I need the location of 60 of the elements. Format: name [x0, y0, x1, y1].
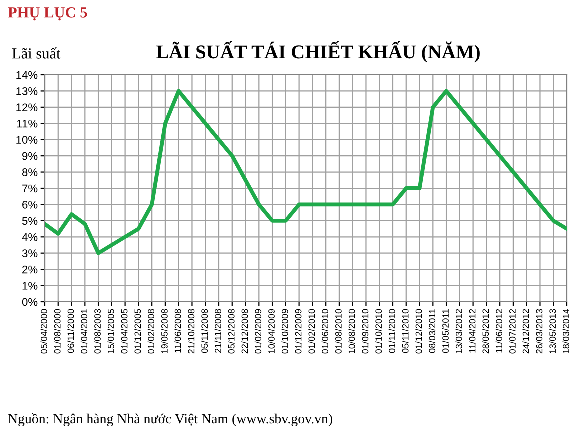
x-tick-label: 01/02/2010 — [308, 309, 316, 354]
x-tick-label: 01/10/2010 — [375, 309, 382, 354]
x-tick-label: 01/04/2001 — [80, 309, 88, 354]
x-tick-label: 01/09/2010 — [362, 309, 369, 354]
x-tick-label: 01/06/2010 — [322, 309, 328, 354]
x-tick-label: 01/08/2003 — [94, 309, 101, 354]
x-tick-label: 05/11/2008 — [201, 309, 208, 354]
x-tick-label: 24/12/2012 — [522, 309, 530, 354]
text: PHỤ LỤC 5 — [8, 8, 88, 21]
x-tick-label: 22/12/2008 — [242, 309, 248, 354]
x-tick-label: 10/08/2010 — [348, 309, 356, 354]
y-tick-label: 10% — [16, 136, 38, 144]
x-tick-label: 01/02/2009 — [254, 309, 262, 354]
y-tick-label: 14% — [16, 71, 38, 80]
y-tick-label: 9% — [22, 152, 38, 160]
x-tick-label: 01/10/2009 — [282, 309, 288, 354]
x-tick-label: 18/03/2014 — [562, 309, 570, 354]
y-tick-label: 3% — [22, 250, 38, 258]
x-tick-label: 01/07/2012 — [509, 309, 516, 354]
x-tick-label: 26/03/2013 — [536, 309, 543, 354]
y-tick-label: 13% — [16, 87, 38, 96]
x-tick-label: 08/03/2011 — [428, 309, 436, 354]
y-tick-label: 4% — [22, 233, 38, 242]
x-tick-label: 01/02/2008 — [148, 309, 154, 354]
y-tick-label: 2% — [22, 266, 38, 274]
x-tick-label: 01/04/2005 — [121, 309, 128, 354]
y-tick-label: 12% — [16, 104, 38, 112]
x-tick-label: 10/04/2009 — [268, 309, 275, 354]
y-axis-title: Lãi suất — [12, 48, 61, 59]
x-tick-label: 01/08/2010 — [335, 309, 342, 354]
x-tick-label: 13/05/2013 — [549, 309, 556, 354]
y-tick-label: 11% — [17, 120, 38, 128]
y-tick-label: 1% — [22, 282, 38, 290]
x-tick-label: 28/05/2012 — [482, 309, 490, 354]
x-tick-label: 13/03/2012 — [456, 309, 462, 354]
x-tick-label: 05/12/2008 — [228, 309, 235, 354]
x-tick-label: 11/04/2012 — [469, 309, 476, 353]
line-series — [45, 89, 567, 256]
x-tick-label: 11/06/2012 — [496, 309, 502, 353]
x-tick-label: 01/08/2000 — [54, 309, 61, 354]
x-tick-label: 05/11/2010 — [402, 309, 409, 354]
y-tick-label: 0% — [22, 298, 38, 306]
text: Nguồn: Ngân hàng Nhà nước Việt Nam (www.sbv.gov.vn) — [8, 413, 332, 427]
x-tick-label: 01/12/2009 — [295, 309, 302, 354]
x-tick-label: 05/04/2000 — [40, 309, 48, 354]
y-tick-label: 6% — [22, 200, 38, 209]
x-tick-label: 01/12/2005 — [134, 309, 142, 354]
y-tick-label: 7% — [22, 184, 38, 193]
x-tick-label: 11/06/2008 — [174, 309, 182, 353]
x-tick-label: 01/05/2011 — [442, 309, 449, 354]
x-tick-label: 06/11/2000 — [68, 309, 74, 354]
y-tick-label: 5% — [22, 217, 38, 226]
x-tick-label: 01/11/2010 — [388, 309, 396, 354]
x-tick-label: 19/05/2008 — [161, 309, 168, 354]
x-tick-label: 21/10/2008 — [188, 309, 195, 354]
x-tick-label: 21/11/2008 — [214, 309, 222, 354]
x-tick-label: 01/12/2010 — [416, 309, 422, 354]
x-tick-label: 15/01/2005 — [108, 309, 114, 354]
y-tick-label: 8% — [22, 168, 38, 176]
chart-title: LÃI SUẤT TÁI CHIẾT KHẤU (NĂM) — [156, 41, 480, 63]
